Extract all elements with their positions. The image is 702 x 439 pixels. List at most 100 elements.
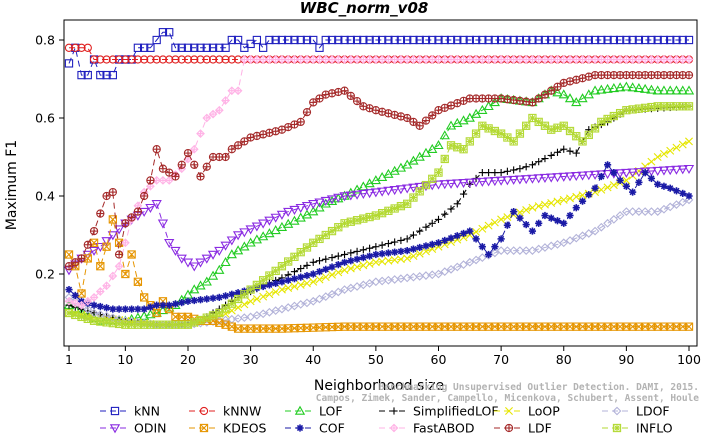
- data-point-ldf: [559, 78, 568, 88]
- data-point-kdeos: [64, 250, 74, 259]
- data-point-knnw: [158, 55, 168, 64]
- data-point-ldf: [578, 74, 587, 83]
- data-point-ldof: [490, 248, 500, 258]
- data-point-ldf: [133, 207, 143, 216]
- data-point-loop: [271, 287, 280, 296]
- data-point-odin: [464, 178, 475, 188]
- data-point-cof: [322, 265, 330, 273]
- plot-frame: [63, 19, 698, 347]
- watermark-line-1: Benchmarking Unsupervised Outlier Detect…: [379, 382, 699, 393]
- data-point-cof: [297, 273, 305, 281]
- data-point-cof: [591, 184, 599, 192]
- data-point-cof: [366, 252, 374, 260]
- legend-label: LOF: [319, 404, 343, 419]
- data-point-cof: [347, 257, 355, 265]
- data-point-inflo: [459, 145, 468, 154]
- data-point-inflo: [584, 130, 593, 140]
- data-point-inflo: [371, 211, 381, 220]
- data-point-simplifiedlof: [303, 261, 311, 270]
- data-point-cof: [679, 189, 687, 197]
- data-point-loop: [503, 213, 512, 222]
- data-point-odin: [351, 190, 363, 200]
- x-tick-label: 20: [180, 352, 196, 367]
- data-point-cof: [434, 239, 443, 247]
- data-point-knn: [609, 35, 618, 45]
- x-tick-label: 10: [117, 352, 133, 367]
- data-point-fastabod: [114, 261, 124, 271]
- data-point-loop: [678, 140, 687, 149]
- data-point-cof: [428, 240, 436, 248]
- data-point-ldf: [428, 111, 437, 120]
- data-point-odin: [295, 203, 306, 214]
- data-point-odin: [527, 174, 538, 184]
- data-point-cof: [672, 187, 681, 195]
- data-point-odin: [301, 202, 313, 212]
- data-point-ldf: [340, 86, 349, 95]
- data-point-knn: [309, 35, 318, 45]
- data-point-ldof: [640, 207, 650, 216]
- data-point-loop: [359, 261, 368, 270]
- data-point-odin: [452, 179, 463, 189]
- data-point-knn: [202, 43, 211, 52]
- data-point-loop: [309, 277, 318, 286]
- data-point-knnw: [77, 43, 86, 52]
- data-point-knn: [590, 35, 600, 45]
- data-point-knnw: [140, 55, 149, 64]
- data-point-inflo: [140, 320, 149, 329]
- data-point-loop: [409, 252, 418, 261]
- data-point-cof: [578, 197, 587, 205]
- data-point-cof: [290, 275, 299, 283]
- data-point-loop: [647, 157, 656, 166]
- data-point-knn: [327, 35, 337, 45]
- data-point-knn: [215, 43, 224, 52]
- data-point-ldof: [321, 292, 331, 301]
- data-point-knn: [641, 35, 650, 45]
- data-point-ldof: [578, 231, 587, 241]
- data-point-loop: [478, 224, 487, 233]
- data-point-knnw: [89, 55, 99, 64]
- data-point-cof: [153, 301, 161, 309]
- data-point-odin: [189, 262, 200, 272]
- data-point-simplifiedlof: [359, 246, 367, 254]
- data-point-inflo: [572, 132, 581, 141]
- data-point-cof: [303, 271, 311, 280]
- data-point-fastabod: [120, 238, 130, 248]
- data-point-inflo: [515, 129, 525, 138]
- data-point-odin: [214, 246, 225, 256]
- data-point-knn: [83, 70, 92, 80]
- data-point-ldof: [308, 296, 318, 306]
- data-point-inflo: [258, 276, 268, 285]
- data-point-cof: [516, 214, 524, 222]
- data-point-knn: [340, 35, 349, 45]
- legend-label: COF: [319, 421, 345, 435]
- data-point-ldof: [628, 207, 638, 216]
- data-point-ldf: [77, 254, 86, 263]
- data-point-odin: [245, 225, 256, 235]
- legend-label: FastABOD: [413, 421, 475, 435]
- data-point-cof: [109, 305, 117, 313]
- data-point-ldof: [590, 226, 600, 236]
- data-point-odin: [195, 258, 206, 268]
- legend-item-simplifiedlof: SimplifiedLOF: [379, 404, 499, 419]
- data-point-knn: [158, 28, 168, 37]
- data-point-fastabod: [214, 105, 224, 115]
- series-line-lof: [68, 86, 689, 322]
- data-point-knn: [559, 35, 568, 45]
- data-point-ldf: [202, 162, 211, 171]
- data-point-ldof: [283, 303, 293, 312]
- data-point-inflo: [346, 217, 355, 226]
- data-point-ldf: [409, 117, 418, 127]
- data-point-cof: [102, 304, 111, 312]
- data-point-cof: [560, 219, 568, 227]
- data-point-inflo: [215, 308, 224, 318]
- data-point-odin: [339, 192, 350, 202]
- data-point-knnw: [83, 43, 92, 52]
- data-point-ldf: [352, 96, 362, 106]
- data-point-inflo: [440, 154, 449, 164]
- data-point-knn: [290, 35, 299, 45]
- data-point-knn: [572, 35, 581, 45]
- data-point-loop: [497, 215, 506, 224]
- legend-label: kNN: [134, 404, 160, 419]
- data-point-ldof: [471, 255, 481, 265]
- data-point-ldf: [83, 240, 92, 249]
